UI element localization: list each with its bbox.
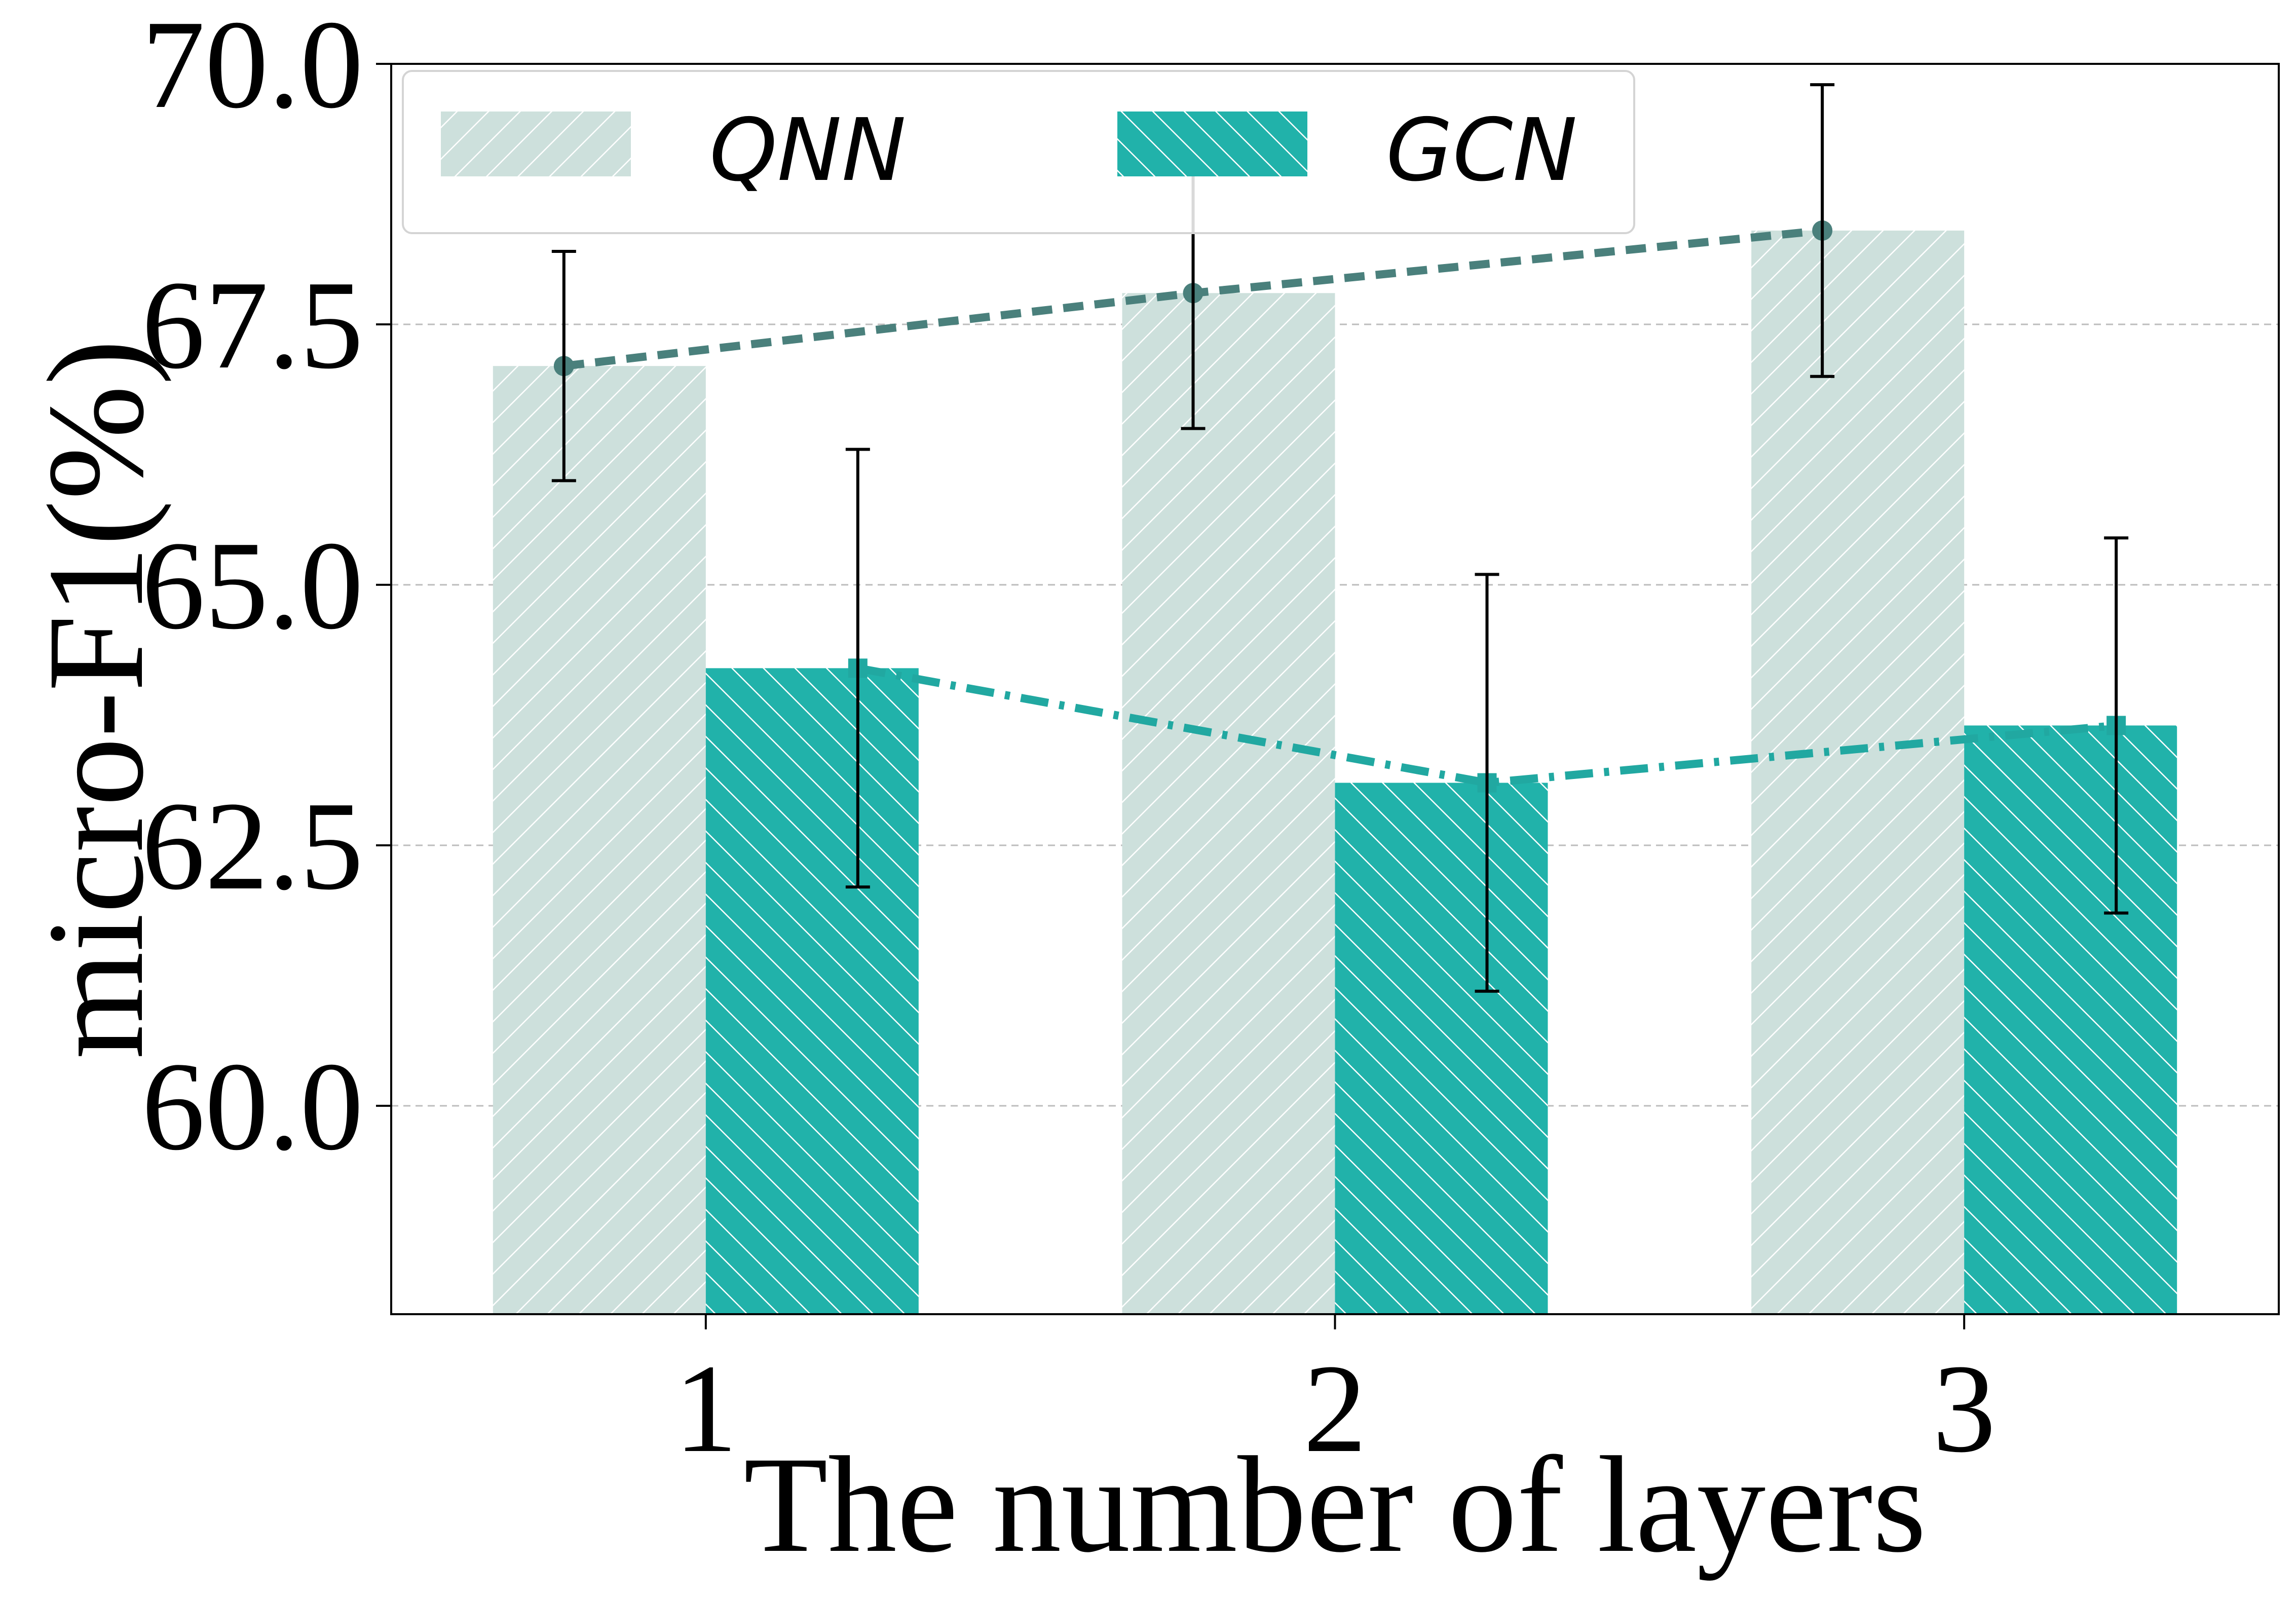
bar-gcn bbox=[1335, 783, 1548, 1314]
x-axis-title: The number of layers bbox=[744, 1428, 1927, 1581]
line-gcn bbox=[857, 664, 2117, 787]
y-tick-label: 60.0 bbox=[142, 1036, 364, 1177]
x-tick-label: 1 bbox=[674, 1339, 737, 1479]
x-axis: 1 2 3 bbox=[674, 1314, 1996, 1479]
legend: QNN GCN bbox=[402, 70, 1635, 234]
bar-gcn bbox=[705, 668, 919, 1314]
legend-label-gcn: GCN bbox=[1386, 100, 1577, 201]
y-tick-label: 67.5 bbox=[142, 255, 364, 395]
bar-gcn bbox=[1964, 725, 2177, 1314]
bar-qnn bbox=[1122, 293, 1335, 1314]
legend-box bbox=[402, 70, 1635, 234]
y-tick-label: 65.0 bbox=[142, 515, 364, 656]
y-axis-title: micro-F1(%) bbox=[19, 339, 172, 1059]
error-bars bbox=[551, 83, 2129, 993]
bar-qnn bbox=[1751, 230, 1965, 1314]
y-axis: 60.0 62.5 65.0 67.5 70.0 bbox=[142, 0, 391, 1177]
bars bbox=[493, 230, 2177, 1314]
x-tick-label: 3 bbox=[1933, 1339, 1996, 1479]
y-tick-label: 62.5 bbox=[142, 776, 364, 916]
bar-qnn bbox=[493, 366, 706, 1314]
y-tick-label: 70.0 bbox=[142, 0, 364, 135]
x-tick-label: 2 bbox=[1303, 1339, 1367, 1479]
legend-swatch-qnn bbox=[441, 112, 631, 176]
legend-swatch-gcn bbox=[1117, 112, 1307, 176]
legend-label-qnn: QNN bbox=[709, 100, 906, 201]
